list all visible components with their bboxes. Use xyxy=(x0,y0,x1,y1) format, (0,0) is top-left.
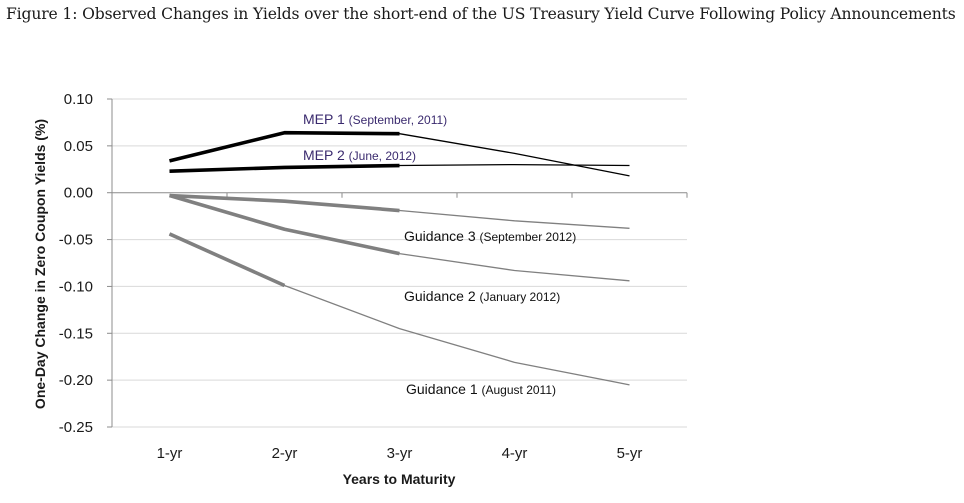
series-lines xyxy=(168,130,630,386)
x-tick-label: 2-yr xyxy=(272,445,298,462)
series-label-date: (September, 2011) xyxy=(349,113,448,127)
y-tick-label: -0.25 xyxy=(59,419,93,436)
series-bold-segment-g1 xyxy=(168,232,286,288)
axes xyxy=(107,98,688,428)
series-bold-segment-g3 xyxy=(169,193,400,213)
series-label-date: (September 2012) xyxy=(480,230,577,244)
y-axis-label: One-Day Change in Zero Coupon Yields (%) xyxy=(32,119,48,409)
y-tick-label: 0.10 xyxy=(64,91,93,108)
series-bold-segment-mep2 xyxy=(169,163,400,173)
y-tick-labels: 0.10 0.05 0.00 -0.05 -0.10 -0.15 -0.20 -0.25 xyxy=(59,91,93,436)
series-label-name: Guidance 2 xyxy=(404,288,480,304)
y-tick-label: -0.05 xyxy=(59,232,93,249)
series-label-mep2: MEP 2 (June, 2012) xyxy=(303,147,416,163)
series-label-date: (June, 2012) xyxy=(349,149,416,163)
series-label-date: (January 2012) xyxy=(480,290,561,304)
series-bold-segment-g2 xyxy=(168,193,400,256)
x-tick-label: 4-yr xyxy=(502,445,528,462)
series-label-name: MEP 1 xyxy=(303,111,349,127)
series-labels: MEP 1 (September, 2011) MEP 2 (June, 2012… xyxy=(303,111,576,397)
y-tick-label: 0.00 xyxy=(64,185,93,202)
x-tick-label: 1-yr xyxy=(157,445,183,462)
series-label-g2: Guidance 2 (January 2012) xyxy=(404,288,560,304)
x-tick-label: 3-yr xyxy=(387,445,413,462)
series-label-name: MEP 2 xyxy=(303,147,349,163)
series-line-g1 xyxy=(169,233,630,386)
series-label-g3: Guidance 3 (September 2012) xyxy=(404,228,576,244)
gridlines xyxy=(112,98,687,428)
series-bold-segment-mep1 xyxy=(169,130,400,163)
figure-title: Figure 1: Observed Changes in Yields ove… xyxy=(6,5,956,23)
y-tick-label: -0.15 xyxy=(59,325,93,342)
y-tick-label: -0.10 xyxy=(59,278,93,295)
x-tick-labels: 1-yr 2-yr 3-yr 4-yr 5-yr xyxy=(157,445,643,462)
series-label-mep1: MEP 1 (September, 2011) xyxy=(303,111,447,127)
x-axis-label: Years to Maturity xyxy=(343,471,456,487)
x-tick-label: 5-yr xyxy=(617,445,643,462)
series-label-g1: Guidance 1 (August 2011) xyxy=(406,381,556,397)
y-tick-label: 0.05 xyxy=(64,138,93,155)
series-label-name: Guidance 3 xyxy=(404,228,480,244)
y-tick-label: -0.20 xyxy=(59,372,93,389)
series-label-date: (August 2011) xyxy=(482,383,557,397)
series-label-name: Guidance 1 xyxy=(406,381,482,397)
